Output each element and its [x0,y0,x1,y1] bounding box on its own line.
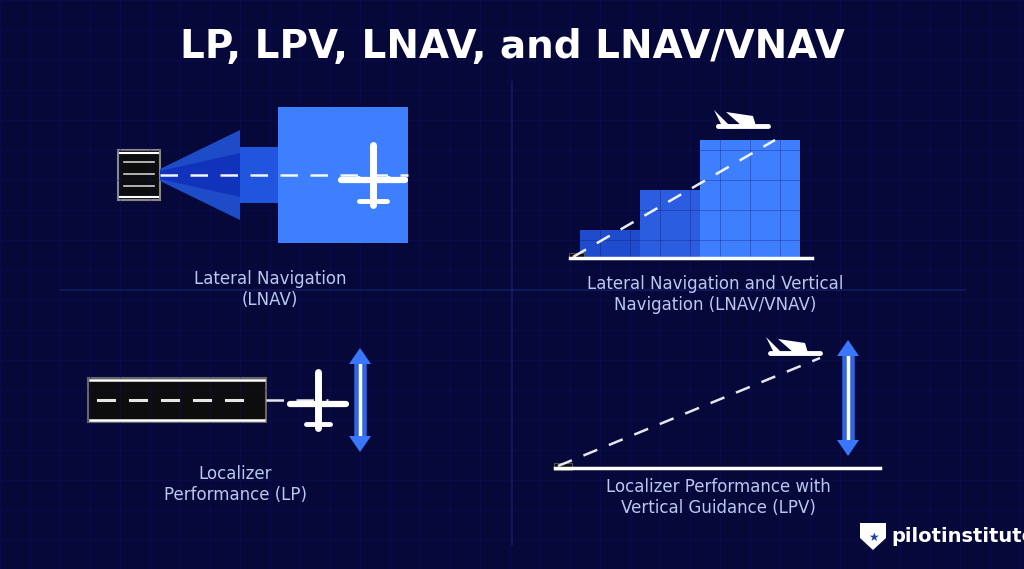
Polygon shape [766,337,782,353]
Polygon shape [349,348,371,364]
Text: Lateral Navigation
(LNAV): Lateral Navigation (LNAV) [194,270,346,309]
Text: LP, LPV, LNAV, and LNAV/VNAV: LP, LPV, LNAV, and LNAV/VNAV [179,28,845,66]
FancyBboxPatch shape [554,463,572,470]
Polygon shape [837,340,859,356]
FancyBboxPatch shape [700,140,800,258]
Polygon shape [349,436,371,452]
Polygon shape [778,339,808,353]
Polygon shape [860,523,886,550]
FancyBboxPatch shape [240,147,278,203]
FancyBboxPatch shape [640,190,700,258]
FancyBboxPatch shape [580,230,640,258]
Text: pilotinstitute: pilotinstitute [891,526,1024,546]
FancyBboxPatch shape [88,378,266,422]
Text: Localizer Performance with
Vertical Guidance (LPV): Localizer Performance with Vertical Guid… [605,478,830,517]
Polygon shape [714,110,730,126]
FancyBboxPatch shape [278,107,408,243]
FancyBboxPatch shape [569,253,584,259]
Text: ★: ★ [867,530,879,543]
Polygon shape [160,130,240,220]
Text: Lateral Navigation and Vertical
Navigation (LNAV/VNAV): Lateral Navigation and Vertical Navigati… [587,275,843,314]
Text: Localizer
Performance (LP): Localizer Performance (LP) [164,465,306,504]
Polygon shape [726,112,756,126]
FancyBboxPatch shape [118,150,160,200]
Polygon shape [837,440,859,456]
Polygon shape [160,153,240,197]
